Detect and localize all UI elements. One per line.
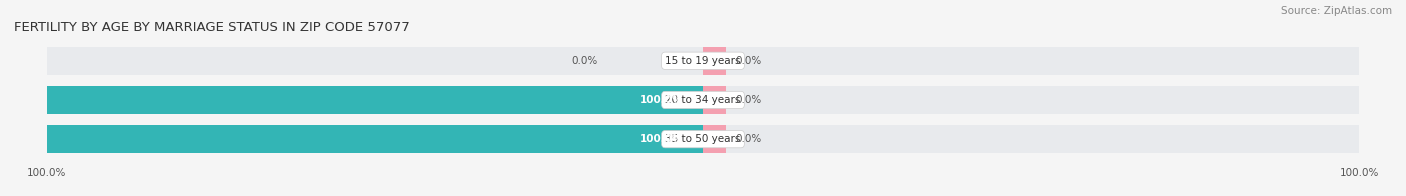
Bar — [46, 125, 703, 153]
Bar — [46, 86, 703, 114]
Text: 100.0%: 100.0% — [640, 134, 683, 144]
Bar — [703, 125, 1360, 153]
Bar — [703, 125, 725, 153]
Bar — [46, 47, 703, 75]
Text: 0.0%: 0.0% — [572, 56, 598, 66]
Text: FERTILITY BY AGE BY MARRIAGE STATUS IN ZIP CODE 57077: FERTILITY BY AGE BY MARRIAGE STATUS IN Z… — [14, 21, 409, 34]
Bar — [703, 47, 725, 75]
Text: 100.0%: 100.0% — [640, 95, 683, 105]
Text: Source: ZipAtlas.com: Source: ZipAtlas.com — [1281, 6, 1392, 16]
Bar — [46, 125, 703, 153]
Bar — [703, 86, 1360, 114]
Text: 0.0%: 0.0% — [735, 95, 762, 105]
Text: 35 to 50 years: 35 to 50 years — [665, 134, 741, 144]
Bar — [46, 86, 703, 114]
Text: 0.0%: 0.0% — [735, 134, 762, 144]
Text: 20 to 34 years: 20 to 34 years — [665, 95, 741, 105]
Bar — [703, 47, 1360, 75]
Text: 15 to 19 years: 15 to 19 years — [665, 56, 741, 66]
Text: 0.0%: 0.0% — [735, 56, 762, 66]
Bar — [703, 86, 725, 114]
